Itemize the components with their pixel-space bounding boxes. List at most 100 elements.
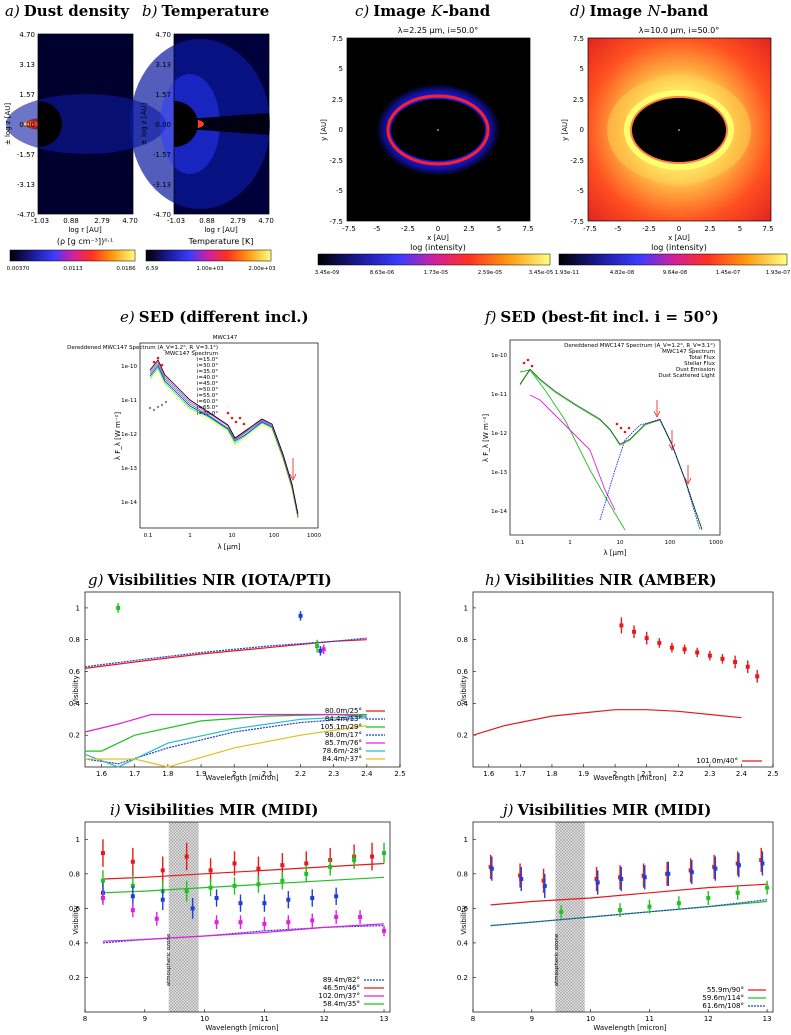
panel-d-title-var: N: [646, 2, 661, 20]
data-point: [706, 896, 711, 900]
data-point: [352, 858, 357, 862]
panel-g-legend-item: 85.7m/76°: [325, 739, 362, 747]
panel-f-ytick: 1e-13: [491, 470, 507, 476]
data-point: [334, 894, 339, 899]
data-point: [519, 877, 524, 881]
panel-b-title: b) Temperature: [142, 2, 269, 20]
panel-c-xlabel: x [AU]: [427, 234, 449, 242]
y-tick-label: 0.8: [457, 636, 468, 644]
panel-g-legend: 80.0m/25° 84.4m/13° 105.1m/29° 98.0m/17°…: [320, 707, 362, 763]
x-tick-label: 11: [645, 1015, 654, 1023]
panel-c-colorbar: [317, 253, 551, 266]
panel-f-xtick: 100: [665, 540, 676, 546]
panel-f-xtick: 1000: [709, 540, 723, 546]
x-tick-label: 2.3: [328, 770, 339, 778]
panel-a-ytick: 4.70: [19, 31, 35, 39]
panel-g-title: g) Visibilities NIR (IOTA/PTI): [88, 571, 332, 589]
panel-f-xticks: 0.1 1 10 100 1000: [516, 540, 724, 546]
data-point: [304, 871, 309, 876]
data-point: [321, 647, 326, 652]
data-point: [130, 894, 135, 899]
data-point: [559, 909, 564, 914]
panel-c-xtick: -2.5: [401, 225, 415, 233]
data-point: [518, 873, 523, 878]
panel-e-xtick: 100: [269, 533, 280, 539]
panel-h-legend: 101.0m/40°: [696, 757, 738, 765]
x-tick-label: 2.4: [736, 770, 748, 778]
data-point: [642, 875, 647, 880]
panel-c-xtick: 0: [436, 225, 440, 233]
panel-b-ytick: 0.00: [155, 121, 171, 129]
panel-g-legend-item: 84.4m/13°: [325, 715, 362, 723]
x-tick-label: 2.3: [704, 770, 715, 778]
data-point: [232, 883, 237, 888]
panel-f-title-text: SED (best-fit incl. i = 50°): [500, 308, 718, 326]
panel-d-cbar-tick: 9.64e-08: [663, 270, 688, 276]
data-point: [735, 890, 740, 895]
panel-e-top-label: MWC147: [213, 335, 238, 341]
panel-d-ytick: -7.5: [570, 218, 584, 226]
panel-c-ytick: 5: [339, 65, 343, 73]
panel-a-label: a): [5, 2, 20, 20]
panel-c-cbar-tick: 1.73e-05: [424, 270, 449, 276]
panel-d-xtick: -2.5: [642, 225, 656, 233]
panel-c-ytick: -2.5: [329, 157, 343, 165]
data-point: [318, 648, 323, 653]
data-point: [232, 861, 237, 866]
x-tick-label: 12: [320, 1015, 329, 1023]
y-tick-label: 0.4: [457, 700, 469, 708]
panel-e-xticks: 0.1 1 10 100 1000: [144, 533, 322, 539]
data-point: [707, 653, 712, 658]
data-point: [765, 885, 770, 890]
panel-c-cbar-tick: 8.63e-06: [370, 270, 395, 276]
data-point: [160, 897, 165, 902]
data-point: [595, 880, 600, 885]
y-tick-label: 0.2: [69, 732, 80, 740]
panel-d-ylabel: y [AU]: [561, 119, 569, 141]
panel-e-xtick: 1: [188, 533, 192, 539]
panel-f-legend-item: Total Flux: [688, 355, 716, 361]
panel-f-yticks: 1e-10 1e-11 1e-12 1e-13 1e-14: [491, 353, 507, 515]
x-tick-label: 10: [586, 1015, 595, 1023]
panel-f-legend: Dereddened MWC147 Spectrum (A_V=1.2°, R_…: [564, 343, 716, 379]
panel-e-legend-item: i=50.0°: [197, 387, 218, 393]
data-point: [632, 629, 637, 634]
panel-a-yticks: 4.70 3.13 1.57 0.00 -1.57 -3.13 -4.70: [17, 31, 35, 219]
panel-f-label: f): [484, 308, 497, 326]
x-tick-label: 1.9: [195, 770, 206, 778]
data-point: [370, 854, 375, 859]
data-point: [328, 864, 333, 869]
panel-d-label: d): [570, 2, 586, 20]
panel-c-image: [346, 37, 531, 222]
x-tick-label: 1.6: [483, 770, 495, 778]
panel-h-title: h) Visibilities NIR (AMBER): [485, 571, 717, 589]
panel-d-xlabel: x [AU]: [668, 234, 690, 242]
data-point: [286, 897, 291, 902]
panel-e-legend-item: MWC147 Spectrum: [165, 351, 218, 357]
data-point: [382, 928, 387, 933]
panel-c-yticks: 7.5 5 2.5 0 -2.5 -5 -7.5: [329, 35, 343, 226]
panel-f-ytick: 1e-12: [491, 431, 507, 437]
panel-d-cbar-tick: 4.82e-08: [610, 270, 635, 276]
panel-f-ytick: 1e-11: [491, 392, 507, 398]
data-point: [760, 861, 765, 866]
data-point: [310, 896, 315, 900]
data-point: [666, 871, 671, 876]
panel-a-xtick: -1.03: [31, 217, 49, 225]
panel-a-ytick: -4.70: [17, 211, 35, 219]
panel-c-cbar-tick: 3.45e-05: [529, 270, 554, 276]
panel-a-title-text: Dust density: [24, 2, 131, 20]
panel-a-xtick: 0.88: [63, 217, 79, 225]
panel-e-plot: MWC147 Dereddened MWC147 Spectrum (A_V=1…: [67, 335, 321, 551]
panel-a-xtick: 2.79: [94, 217, 110, 225]
y-tick-label: 0.2: [69, 974, 80, 982]
panel-h-ylabel: Visibility: [460, 675, 468, 704]
panel-b-ytick: 1.57: [155, 91, 171, 99]
series-line: [84, 637, 367, 668]
panel-i-legend-item: 46.5m/46°: [323, 984, 360, 992]
panel-c-ytick: 7.5: [332, 35, 343, 43]
panel-j-legend-item: 55.9m/90°: [707, 986, 744, 994]
panel-a-ytick: -3.13: [17, 181, 35, 189]
panel-e-ytick: 1e-12: [121, 432, 137, 438]
x-tick-label: 1.8: [546, 770, 557, 778]
